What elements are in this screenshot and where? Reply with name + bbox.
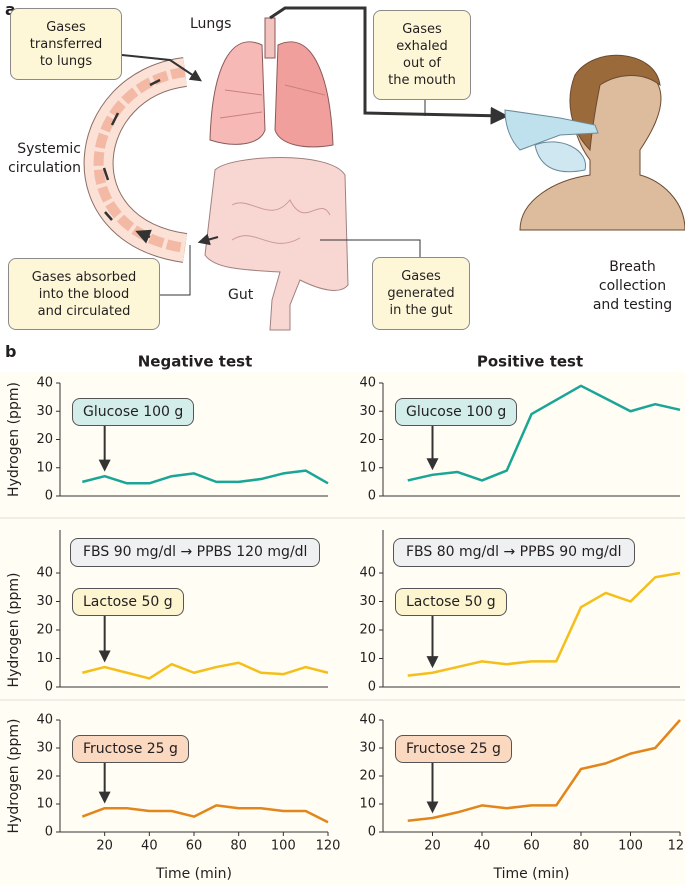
y-tick-label: 0 [368,825,376,840]
annotation-box: Lactose 50 g [395,588,507,616]
annotation-box: Fructose 25 g [395,735,512,763]
panel-label: a [5,0,16,19]
y-tick-label: 20 [359,623,376,638]
annotation-box: Fructose 25 g [72,735,189,763]
x-tick-label: 120 [668,839,685,854]
data-line [407,384,681,482]
y-tick-label: 40 [36,566,53,581]
x-tick-label: 60 [523,839,540,854]
annotation-box: Glucose 100 g [72,398,195,426]
condition-box: FBS 90 mg/dl → PPBS 120 mg/dl [70,538,321,567]
circulation-vessel [83,57,188,263]
y-tick-label: 10 [359,651,376,666]
process-box: Gases generated in the gut [372,257,470,330]
y-tick-label: 10 [36,797,53,812]
y-tick-label: 30 [36,404,53,419]
y-tick-label: 40 [36,713,53,728]
y-tick-label: 20 [36,769,53,784]
x-tick-label: 20 [96,839,113,854]
y-axis-label: Hydrogen (ppm) [6,382,22,497]
y-tick-label: 0 [45,825,53,840]
gut [204,157,349,331]
y-tick-label: 20 [36,623,53,638]
x-tick-label: 80 [573,839,590,854]
data-line [407,571,681,677]
data-line [82,469,329,485]
y-tick-label: 0 [45,680,53,695]
x-axis-label: Time (min) [492,866,569,882]
connectors [121,6,509,296]
column-title: Negative test [138,353,253,371]
y-tick-label: 40 [359,713,376,728]
y-tick-label: 30 [359,404,376,419]
y-tick-label: 30 [36,594,53,609]
y-tick-label: 10 [359,797,376,812]
data-line [407,719,681,823]
y-tick-label: 30 [359,741,376,756]
x-tick-label: 60 [186,839,203,854]
panel-label: b [5,342,17,361]
person [504,54,685,231]
data-line [81,804,329,824]
y-tick-label: 10 [36,460,53,475]
circulation-label: Systemic circulation [8,141,81,176]
y-tick-label: 30 [36,741,53,756]
column-title: Positive test [477,353,583,371]
x-tick-label: 40 [141,839,158,854]
x-tick-label: 20 [424,839,441,854]
y-tick-label: 40 [36,376,53,391]
y-axis-label: Hydrogen (ppm) [6,573,22,688]
y-tick-label: 10 [36,651,53,666]
organ-label: Lungs [190,16,232,32]
y-tick-label: 20 [359,769,376,784]
y-tick-label: 0 [45,489,53,504]
data-line [82,661,329,680]
breath-label: Breath collection and testing [592,259,673,313]
annotation-box: Glucose 100 g [395,398,518,426]
lungs [209,17,334,148]
x-axis-label: Time (min) [155,866,232,882]
process-box: Gases transferred to lungs [10,8,122,80]
process-box: Gases exhaled out of the mouth [373,10,471,100]
y-axis-label: Hydrogen (ppm) [6,719,22,834]
y-tick-label: 40 [359,566,376,581]
process-box: Gases absorbed into the blood and circul… [8,258,160,330]
y-tick-label: 30 [359,594,376,609]
annotation-box: Lactose 50 g [72,588,184,616]
x-tick-label: 120 [316,839,341,854]
x-tick-label: 80 [230,839,247,854]
y-tick-label: 10 [359,460,376,475]
x-tick-label: 40 [474,839,491,854]
organ-label: Gut [228,287,254,303]
y-tick-label: 40 [359,376,376,391]
y-tick-label: 0 [368,680,376,695]
x-tick-label: 100 [271,839,296,854]
y-tick-label: 20 [359,432,376,447]
condition-box: FBS 80 mg/dl → PPBS 90 mg/dl [393,538,635,567]
y-tick-label: 20 [36,432,53,447]
y-tick-label: 0 [368,489,376,504]
x-tick-label: 100 [618,839,643,854]
